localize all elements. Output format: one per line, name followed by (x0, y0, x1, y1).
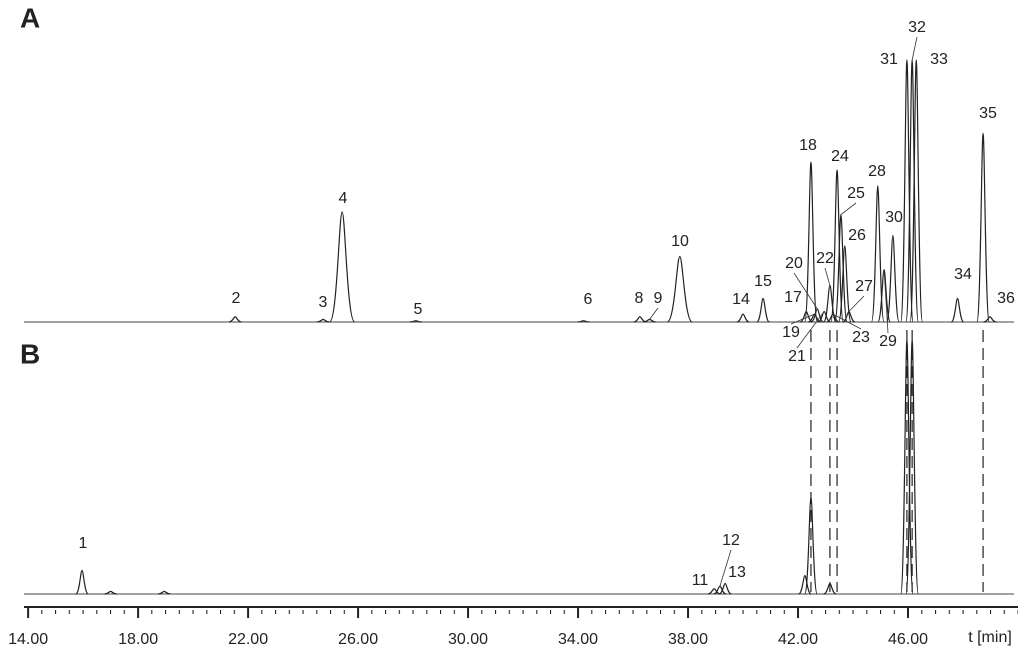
peak-label: 36 (997, 290, 1015, 307)
peak-label: 23 (852, 329, 870, 346)
peak (950, 297, 965, 323)
peak-label: 20 (785, 255, 803, 272)
peak-label: 12 (722, 532, 740, 549)
x-tick-label: 30.00 (448, 631, 488, 648)
leader-line (848, 295, 865, 312)
peak (842, 310, 856, 323)
x-tick-label: 14.00 (8, 631, 48, 648)
peak-label: 8 (635, 290, 644, 307)
peak (633, 316, 647, 323)
peak-label: 18 (799, 137, 817, 154)
peak (736, 313, 750, 323)
peak-label: 2 (232, 290, 241, 307)
peak (409, 320, 423, 323)
peak (830, 169, 844, 323)
leader-line (796, 311, 825, 349)
leader-line (790, 313, 815, 325)
peak-label: 34 (954, 266, 972, 283)
peak (718, 582, 732, 595)
peak (870, 185, 885, 323)
peak-label: 35 (979, 105, 997, 122)
peak-label: 28 (868, 163, 886, 180)
minor-ticks (24, 607, 1018, 614)
peak (826, 313, 840, 323)
peak-label: 10 (671, 233, 689, 250)
x-tick-label: 38.00 (668, 631, 708, 648)
peak-label: 33 (930, 51, 948, 68)
peak (104, 590, 117, 595)
peak-label: 31 (880, 51, 898, 68)
peak (666, 255, 693, 323)
peak-label: 15 (754, 273, 772, 290)
leader-line (824, 267, 831, 286)
peak-label: 26 (848, 227, 866, 244)
peak-label: 11 (692, 572, 709, 589)
x-tick-label: 42.00 (778, 631, 818, 648)
x-tick-label: 46.00 (888, 631, 928, 648)
peak (886, 234, 900, 323)
peak-label: 13 (728, 564, 746, 581)
peak-label: 14 (732, 291, 750, 308)
peak (909, 59, 924, 323)
peak (707, 588, 721, 595)
leader-line (649, 307, 659, 320)
leader-line (840, 202, 857, 215)
x-tick-label: 26.00 (338, 631, 378, 648)
peak-label: 27 (855, 278, 873, 295)
peak-label: 4 (339, 190, 348, 207)
peak (643, 318, 656, 323)
peak-label: 9 (654, 290, 663, 307)
leader-line (883, 269, 889, 334)
peak (75, 569, 89, 595)
peak-label: 32 (908, 19, 926, 36)
peak (157, 590, 171, 595)
peak-label: 22 (816, 250, 834, 267)
panel-label: A (20, 2, 40, 33)
peak (756, 297, 770, 323)
peak-label: 1 (79, 535, 88, 552)
peak (798, 575, 812, 595)
peak-label: 25 (847, 185, 865, 202)
peak-label: 3 (319, 294, 328, 311)
peak (808, 313, 821, 323)
peak-label: 19 (782, 324, 800, 341)
peak (837, 245, 852, 323)
x-tick-label: 22.00 (228, 631, 268, 648)
peak (900, 59, 914, 323)
peak (329, 211, 356, 323)
peak (834, 213, 848, 323)
x-tick-label: 34.00 (558, 631, 598, 648)
peak (228, 316, 242, 323)
leader-line (911, 36, 918, 61)
peak-label: 6 (584, 291, 593, 308)
peak (905, 59, 919, 323)
peak-label: 29 (879, 333, 897, 350)
peak-label: 5 (414, 301, 423, 318)
peak (577, 320, 590, 323)
peak-label: 30 (885, 209, 903, 226)
x-tick-label: 18.00 (118, 631, 158, 648)
peak (804, 161, 818, 323)
peak-label: 17 (784, 289, 802, 306)
panel-label: B (20, 338, 40, 369)
leader-line (793, 272, 818, 310)
peak-label: 21 (788, 348, 806, 365)
leader-line (719, 549, 732, 587)
peak-label: 24 (831, 148, 849, 165)
peak (976, 132, 990, 323)
peak (316, 318, 330, 323)
x-axis-label: t [min] (968, 629, 1012, 646)
peak (983, 316, 997, 323)
